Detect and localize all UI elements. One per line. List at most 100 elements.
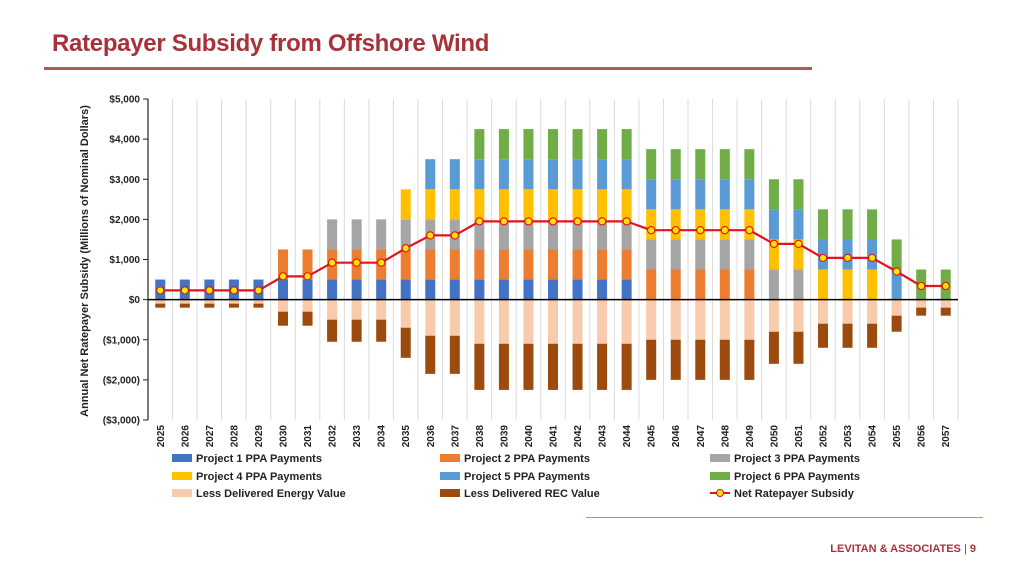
bar-p3-2032 <box>327 219 338 250</box>
bar-rec-2056 <box>916 307 927 316</box>
bar-energy-2036 <box>425 299 436 336</box>
net-point-2035 <box>401 244 410 253</box>
bar-p5-2045 <box>646 179 657 210</box>
x-tick-label: 2044 <box>622 425 633 448</box>
bar-rec-2050 <box>768 331 779 364</box>
bar-p1-2044 <box>621 279 632 300</box>
bar-rec-2049 <box>744 339 755 380</box>
x-tick-label: 2050 <box>769 425 780 448</box>
x-tick-label: 2049 <box>745 425 756 448</box>
net-point-2050 <box>769 239 779 249</box>
bar-rec-2051 <box>793 331 804 364</box>
bar-energy-2041 <box>548 299 558 344</box>
net-point-2052 <box>818 253 828 263</box>
bar-p5-2041 <box>548 159 558 190</box>
bar-p6-2052 <box>818 209 828 240</box>
bar-energy-2030 <box>278 299 288 312</box>
bar-rec-2044 <box>621 343 632 390</box>
x-tick-label: 2046 <box>671 425 682 448</box>
bar-p1-2041 <box>548 279 558 300</box>
bar-p4-2054 <box>867 269 878 300</box>
bar-energy-2050 <box>768 299 779 332</box>
bar-p3-2049 <box>744 239 755 270</box>
bar-p4-2041 <box>548 189 558 220</box>
net-point-2026 <box>180 286 189 295</box>
bar-energy-2040 <box>523 299 534 344</box>
bar-p3-2050 <box>768 269 779 300</box>
bar-p3-2044 <box>621 219 632 250</box>
net-point-2025 <box>156 286 165 295</box>
x-tick-label: 2042 <box>573 425 584 448</box>
legend-label: Project 5 PPA Payments <box>464 471 590 483</box>
legend-item-p2: Project 2 PPA Payments <box>440 453 590 465</box>
bar-p2-2038 <box>474 249 485 280</box>
x-tick-label: 2055 <box>892 425 903 448</box>
bar-p5-2039 <box>498 159 509 190</box>
net-point-2031 <box>303 272 312 281</box>
legend-item-net: Net Ratepayer Subsidy <box>710 488 855 500</box>
bar-rec-2043 <box>597 343 608 390</box>
y-tick-label: ($1,000) <box>103 335 140 346</box>
bar-p3-2034 <box>376 219 387 250</box>
bar-p1-2030 <box>278 279 288 300</box>
legend-swatch <box>710 472 730 480</box>
bar-p2-2042 <box>572 249 583 280</box>
bar-energy-2056 <box>916 299 927 308</box>
bar-p6-2053 <box>842 209 853 240</box>
bar-p2-2044 <box>621 249 632 280</box>
x-tick-label: 2029 <box>254 425 265 448</box>
bar-p3-2042 <box>572 219 583 250</box>
footer-divider <box>586 517 983 518</box>
bar-p4-2050 <box>768 239 779 270</box>
bar-p4-2043 <box>597 189 608 220</box>
bar-p6-2044 <box>621 129 632 160</box>
x-tick-label: 2045 <box>647 425 658 448</box>
net-point-2032 <box>327 258 337 267</box>
x-tick-label: 2053 <box>843 425 854 448</box>
bar-p3-2051 <box>793 269 804 300</box>
x-tick-label: 2033 <box>352 425 363 448</box>
bar-p6-2043 <box>597 129 608 160</box>
bar-rec-2046 <box>670 339 681 380</box>
title-divider <box>44 67 812 70</box>
footer-company: LEVITAN & ASSOCIATES <box>830 543 961 555</box>
bar-p6-2048 <box>719 149 730 180</box>
bar-p3-2048 <box>719 239 730 270</box>
net-point-2039 <box>499 217 509 226</box>
bar-rec-2052 <box>818 323 828 348</box>
bar-energy-2047 <box>695 299 706 340</box>
net-point-2027 <box>205 286 214 295</box>
x-tick-label: 2026 <box>180 425 191 448</box>
bar-energy-2043 <box>597 299 608 344</box>
net-point-2047 <box>696 226 705 235</box>
bar-p3-2041 <box>548 219 558 250</box>
bar-energy-2055 <box>891 299 902 316</box>
net-point-2048 <box>720 226 729 235</box>
bar-rec-2034 <box>376 319 387 342</box>
net-point-2042 <box>573 217 582 226</box>
bar-p5-2038 <box>474 159 485 190</box>
bar-p2-2046 <box>670 269 681 300</box>
bar-p4-2044 <box>621 189 632 220</box>
bar-p1-2032 <box>327 279 338 300</box>
x-tick-label: 2035 <box>401 425 412 448</box>
legend-label: Project 6 PPA Payments <box>734 471 860 483</box>
bar-p5-2049 <box>744 179 755 210</box>
bar-energy-2032 <box>327 299 338 320</box>
bar-energy-2045 <box>646 299 657 340</box>
bar-p4-2040 <box>523 189 534 220</box>
bar-p1-2037 <box>449 279 460 300</box>
bar-p5-2040 <box>523 159 534 190</box>
legend-item-p1: Project 1 PPA Payments <box>172 453 322 465</box>
bar-p5-2051 <box>793 209 804 240</box>
bar-energy-2026 <box>179 299 190 304</box>
bar-rec-2031 <box>302 311 313 326</box>
bar-p1-2031 <box>302 279 313 300</box>
x-tick-label: 2038 <box>475 425 486 448</box>
bar-p5-2036 <box>425 159 436 190</box>
bar-p2-2039 <box>498 249 509 280</box>
bar-p5-2050 <box>768 209 779 240</box>
bar-p6-2049 <box>744 149 755 180</box>
bar-energy-2048 <box>719 299 730 340</box>
